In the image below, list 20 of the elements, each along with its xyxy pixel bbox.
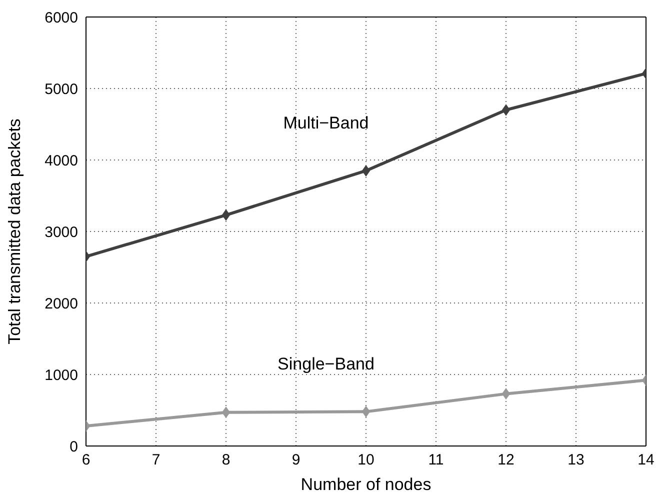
x-tick-label: 9 [292, 452, 300, 469]
y-axis-title: Total transmitted data packets [5, 118, 24, 344]
x-tick-label: 14 [638, 452, 654, 469]
x-tick-label: 10 [358, 452, 374, 469]
x-axis-title: Number of nodes [300, 475, 432, 494]
y-tick-label: 4000 [44, 152, 78, 170]
y-tick-label: 2000 [44, 295, 78, 312]
series-label: Multi−Band [283, 114, 369, 133]
x-tick-label: 11 [428, 452, 444, 469]
y-tick-label: 6000 [44, 9, 78, 26]
x-tick-label: 12 [498, 452, 514, 469]
y-tick-label: 3000 [44, 224, 78, 241]
y-tick-label: 0 [70, 438, 78, 456]
x-tick-label: 6 [82, 452, 90, 469]
y-tick-label: 5000 [44, 80, 78, 98]
x-tick-label: 7 [152, 452, 160, 469]
x-tick-label: 13 [568, 452, 584, 469]
x-tick-label: 8 [222, 452, 230, 469]
text: Single−Band [278, 354, 374, 374]
y-tick-label: 1000 [44, 366, 78, 384]
